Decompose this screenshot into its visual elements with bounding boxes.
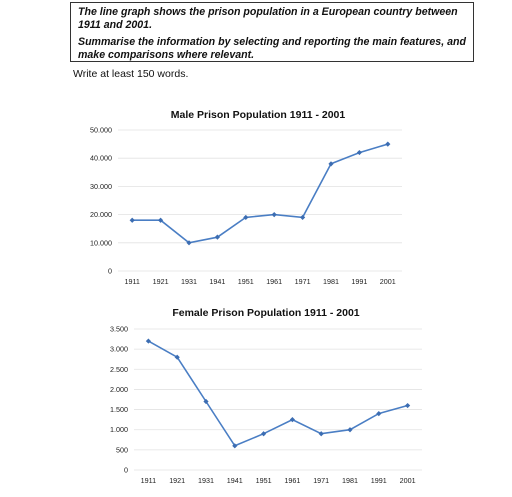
x-tick-label: 1931: [198, 476, 214, 485]
series-line: [132, 143, 389, 244]
x-tick-label: 1911: [124, 277, 139, 286]
y-tick-label: 0: [124, 466, 128, 475]
x-tick-label: 1991: [351, 277, 367, 286]
x-tick-label: 1951: [256, 476, 272, 485]
data-point: [186, 240, 192, 246]
x-tick-label: 1951: [238, 277, 254, 286]
x-tick-label: 1981: [323, 277, 339, 286]
x-tick-label: 1941: [227, 476, 243, 485]
x-tick-label: 1971: [295, 277, 311, 286]
data-point: [214, 234, 220, 240]
y-tick-label: 1.500: [110, 405, 128, 414]
data-point: [405, 402, 411, 409]
task-prompt-line-2: Summarise the information by selecting a…: [78, 36, 466, 61]
x-tick-label: 1921: [169, 476, 185, 485]
y-tick-label: 3.500: [110, 325, 128, 334]
chart-title: Female Prison Population 1911 - 2001: [172, 307, 359, 319]
y-tick-label: 30.000: [90, 182, 112, 191]
data-point: [300, 214, 306, 221]
data-point: [289, 417, 295, 423]
data-point: [271, 212, 277, 218]
x-tick-label: 1961: [266, 277, 282, 286]
male-prison-chart: Male Prison Population 1911 - 2001 0 10.00…: [90, 109, 402, 286]
x-tick-label: 1921: [153, 277, 169, 286]
x-tick-label: 2001: [400, 476, 416, 485]
x-tick-label: 2001: [380, 277, 396, 286]
female-prison-chart: Female Prison Population 1911 - 2001 0 500…: [110, 307, 422, 485]
x-tick-label: 1911: [141, 476, 156, 485]
data-point: [203, 398, 209, 405]
y-tick-label: 500: [116, 445, 128, 454]
data-point: [385, 141, 391, 147]
data-point: [328, 161, 334, 167]
y-tick-label: 2.500: [110, 365, 128, 374]
y-tick-label: 50.000: [90, 126, 112, 135]
chart-title: Male Prison Population 1911 - 2001: [171, 109, 346, 121]
y-tick-label: 0: [108, 267, 112, 276]
y-tick-label: 3.000: [110, 345, 128, 354]
x-tick-label: 1991: [371, 476, 387, 485]
y-tick-label: 10.000: [90, 238, 112, 247]
y-tick-label: 20.000: [90, 210, 112, 219]
word-count-instruction: Write at least 150 words.: [73, 68, 189, 80]
data-point: [158, 217, 164, 223]
x-tick-label: 1971: [313, 476, 329, 485]
x-tick-label: 1961: [284, 476, 300, 485]
task-prompt-box: The line graph shows the prison populati…: [70, 2, 474, 62]
x-tick-label: 1941: [209, 277, 225, 286]
y-tick-label: 2.000: [110, 385, 128, 394]
data-point: [356, 149, 362, 156]
data-point: [318, 431, 324, 437]
y-tick-label: 1.000: [110, 425, 128, 434]
data-point: [347, 427, 353, 433]
data-point: [129, 217, 135, 223]
series-line: [148, 340, 408, 447]
x-tick-label: 1981: [342, 476, 358, 485]
x-tick-label: 1931: [181, 277, 197, 286]
y-tick-label: 40.000: [90, 154, 112, 163]
task-prompt-line-1: The line graph shows the prison populati…: [78, 6, 458, 31]
data-point: [261, 431, 267, 437]
